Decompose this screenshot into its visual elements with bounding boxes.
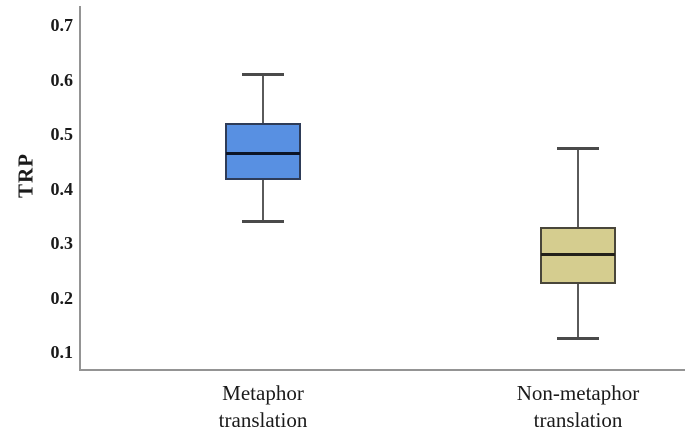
upper-whisker-line xyxy=(262,74,264,124)
lower-whisker-cap xyxy=(557,337,599,341)
lower-whisker-cap xyxy=(242,220,284,224)
box-iqr xyxy=(225,123,301,181)
lower-whisker-line xyxy=(577,283,579,339)
median-line xyxy=(226,152,300,156)
y-tick-label: 0.3 xyxy=(50,233,74,253)
y-tick-label: 0.1 xyxy=(50,342,74,362)
y-tick-label: 0.6 xyxy=(50,69,74,90)
y-tick-label: 0.7 xyxy=(50,15,74,35)
x-axis-line xyxy=(79,369,685,371)
median-line xyxy=(541,252,615,256)
upper-whisker-cap xyxy=(557,146,599,150)
y-tick-label: 0.4 xyxy=(50,178,74,199)
upper-whisker-line xyxy=(577,147,579,227)
upper-whisker-cap xyxy=(242,73,284,77)
lower-whisker-line xyxy=(262,180,264,222)
x-category-label: Metaphor translation xyxy=(218,381,308,432)
y-tick-label: 0.5 xyxy=(50,124,74,144)
x-category-label: Non-metaphor translation xyxy=(516,381,640,432)
y-tick-label: 0.2 xyxy=(50,287,74,308)
y-axis-line xyxy=(79,6,81,371)
